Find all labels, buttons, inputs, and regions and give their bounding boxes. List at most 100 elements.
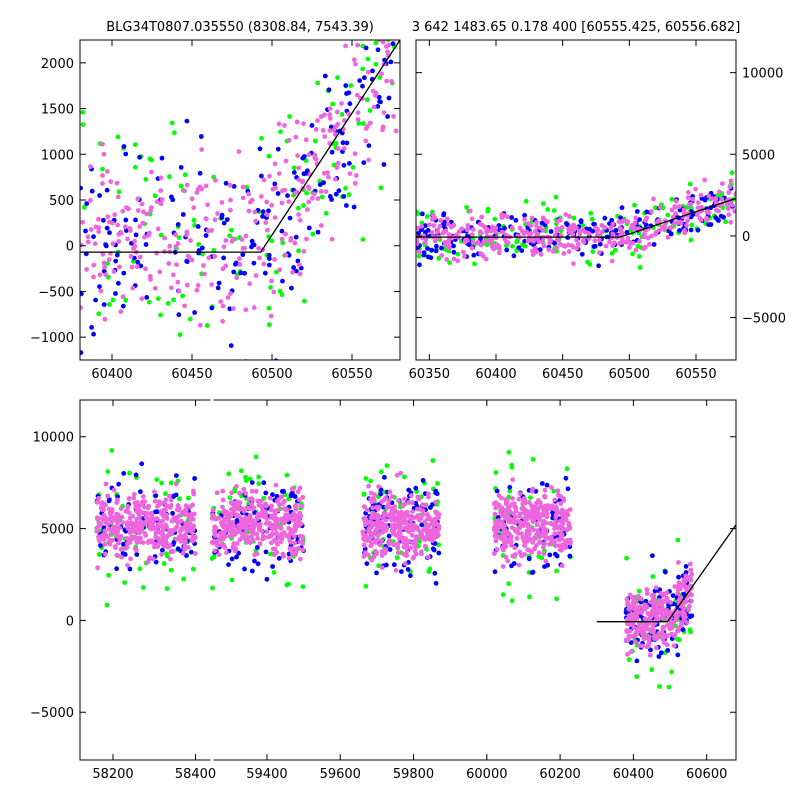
data-point xyxy=(290,527,296,533)
data-point xyxy=(258,194,264,199)
data-point xyxy=(91,262,97,268)
data-point xyxy=(571,227,577,233)
data-point xyxy=(377,75,383,80)
data-point xyxy=(269,202,275,208)
x-tick-label: 60600 xyxy=(686,767,727,782)
data-point xyxy=(530,519,536,525)
data-point xyxy=(384,78,389,84)
data-point xyxy=(675,220,681,225)
data-point xyxy=(269,503,274,509)
data-point xyxy=(203,183,209,189)
data-point xyxy=(394,555,400,560)
data-point xyxy=(180,293,186,299)
data-point xyxy=(315,196,321,201)
data-point xyxy=(97,272,103,278)
data-point xyxy=(520,501,526,507)
data-point xyxy=(243,537,249,543)
x-tick-label: 60550 xyxy=(675,367,716,382)
data-point xyxy=(96,520,102,525)
data-point xyxy=(553,514,559,520)
data-point xyxy=(364,561,370,566)
data-point xyxy=(169,531,175,537)
data-point xyxy=(387,538,393,543)
data-point xyxy=(173,526,179,531)
data-point xyxy=(529,488,535,494)
data-point xyxy=(120,294,126,300)
data-point xyxy=(127,515,133,521)
data-point xyxy=(560,521,566,527)
data-point xyxy=(479,251,484,257)
data-point xyxy=(686,202,692,208)
data-point xyxy=(125,504,131,510)
data-point xyxy=(627,240,633,245)
data-point xyxy=(677,228,682,233)
data-point xyxy=(99,500,105,505)
data-point xyxy=(541,551,547,557)
data-point xyxy=(658,607,664,613)
panel-left-ticks: 60400 60450 60500 60550−1000−50005001000150… xyxy=(30,40,400,382)
data-point xyxy=(419,223,425,229)
data-point xyxy=(259,505,265,510)
data-point xyxy=(181,576,187,582)
data-point xyxy=(653,229,659,235)
data-point xyxy=(492,551,497,556)
data-point xyxy=(365,56,371,62)
x-tick-label: 59600 xyxy=(320,767,361,782)
data-point xyxy=(264,529,270,535)
data-point xyxy=(413,551,419,557)
data-point xyxy=(213,516,219,522)
data-point xyxy=(223,238,229,243)
data-point xyxy=(542,487,548,493)
data-point xyxy=(371,515,376,521)
data-point xyxy=(80,122,86,127)
data-point xyxy=(378,185,384,191)
data-point xyxy=(283,252,289,258)
data-point xyxy=(511,253,517,259)
data-point xyxy=(676,204,682,210)
data-point xyxy=(643,624,649,629)
data-point xyxy=(256,527,262,533)
data-point xyxy=(103,532,108,538)
data-point xyxy=(217,537,223,543)
data-point xyxy=(132,243,138,249)
data-point xyxy=(168,480,174,486)
data-point xyxy=(416,253,422,259)
data-point xyxy=(272,181,278,187)
data-point xyxy=(382,474,387,480)
data-point xyxy=(484,233,490,239)
data-point xyxy=(158,312,164,318)
data-point xyxy=(313,156,319,162)
data-point xyxy=(567,507,573,512)
data-point xyxy=(297,539,303,545)
data-point xyxy=(127,566,133,572)
data-point xyxy=(239,535,245,541)
data-point xyxy=(505,240,511,246)
data-point xyxy=(684,574,689,580)
data-point xyxy=(237,256,242,261)
data-point xyxy=(104,602,110,608)
data-point xyxy=(155,296,161,301)
data-point xyxy=(591,221,596,227)
data-point xyxy=(408,573,413,579)
data-point xyxy=(568,539,573,545)
data-point xyxy=(220,488,226,494)
data-point xyxy=(469,216,475,222)
data-point xyxy=(639,609,644,615)
data-point xyxy=(167,493,172,499)
data-point xyxy=(603,243,609,249)
data-point xyxy=(114,527,120,533)
data-point xyxy=(139,296,145,301)
data-point xyxy=(388,59,394,65)
data-point xyxy=(240,195,246,201)
data-point xyxy=(346,90,352,96)
data-point xyxy=(304,236,309,242)
data-point xyxy=(140,540,146,545)
data-point xyxy=(152,489,157,495)
data-point xyxy=(368,543,373,549)
data-point xyxy=(371,511,377,517)
data-point xyxy=(134,552,140,557)
y-tick-label: 1000 xyxy=(41,148,74,163)
data-point xyxy=(115,134,121,140)
data-point xyxy=(193,551,198,556)
data-point xyxy=(146,503,152,509)
